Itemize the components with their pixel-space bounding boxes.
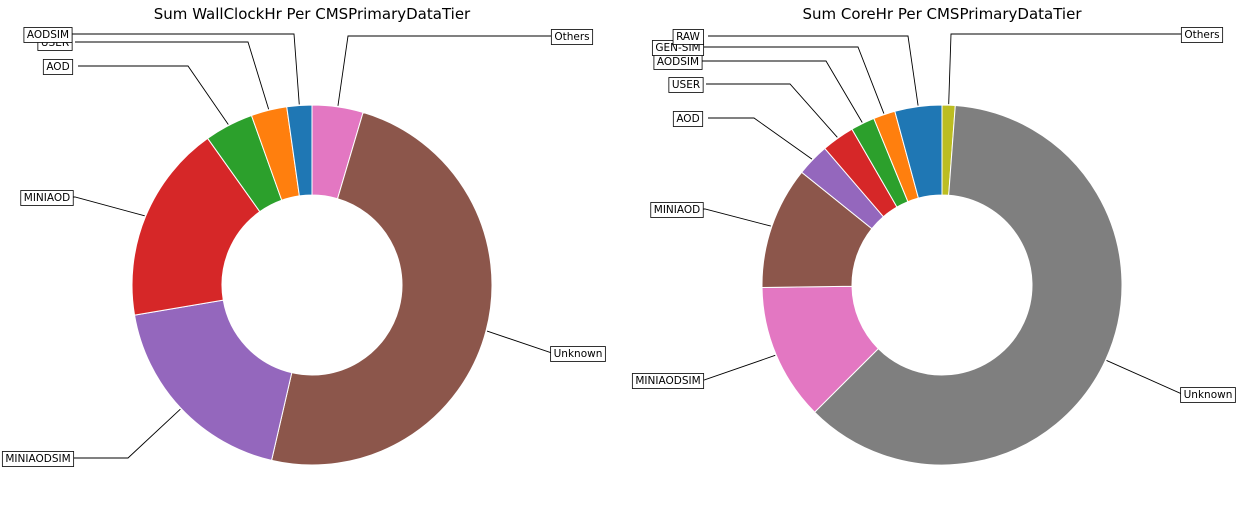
slice-label-text: AOD (676, 113, 699, 125)
slice-label-box (20, 190, 74, 206)
leader-line-aodsim (698, 60, 863, 123)
slice-label-text: Others (554, 31, 589, 43)
slice-label-box (550, 29, 594, 45)
slice-label-box (668, 77, 704, 93)
slice-unknown (270, 111, 493, 466)
slice-label-raw: RAW (672, 29, 704, 45)
leader-line-unknown (1106, 360, 1188, 395)
slice-label-miniaod: MINIAOD (20, 190, 74, 206)
slice-label-box (1, 451, 75, 467)
corehr-donut-chart: Sum CoreHr Per CMSPrimaryDataTier Others… (631, 5, 1236, 466)
leader-line-miniaodsim (58, 408, 181, 459)
chart-title: Sum CoreHr Per CMSPrimaryDataTier (803, 5, 1083, 23)
slice-label-text: Unknown (554, 348, 603, 360)
slice-label-user: USER (668, 77, 704, 93)
slice-label-text: MINIAODSIM (635, 375, 700, 387)
slice-label-unknown: Unknown (550, 346, 606, 362)
slice-label-miniaodsim: MINIAODSIM (631, 373, 705, 389)
slice-raw (894, 104, 943, 199)
slice-label-box (23, 27, 73, 43)
slice-label-box (1180, 387, 1236, 403)
slice-label-text: AODSIM (27, 29, 69, 41)
leader-line-aod (708, 117, 813, 160)
leader-line-user (75, 41, 270, 110)
slice-label-text: Unknown (1184, 389, 1233, 401)
slice-label-text: MINIAODSIM (5, 453, 70, 465)
slice-label-miniaod: MINIAOD (650, 202, 704, 218)
slice-label-box (672, 29, 704, 45)
slice-label-text: AOD (46, 61, 69, 73)
slice-label-text: RAW (676, 31, 700, 43)
leader-line-others (337, 35, 552, 106)
slice-label-unknown: Unknown (1180, 387, 1236, 403)
slice-label-box (672, 111, 704, 127)
slice-label-aod: AOD (42, 59, 74, 75)
chart-title: Sum WallClockHr Per CMSPrimaryDataTier (154, 5, 471, 23)
leader-line-raw (708, 35, 919, 106)
slice-unknown (813, 104, 1123, 466)
slice-label-others: Others (1180, 27, 1224, 43)
slice-label-box (631, 373, 705, 389)
slice-label-text: MINIAOD (654, 204, 700, 216)
slice-label-text: MINIAOD (24, 192, 70, 204)
slice-label-aodsim: AODSIM (653, 54, 703, 70)
slice-label-box (550, 346, 606, 362)
slice-label-text: Others (1184, 29, 1219, 41)
leader-line-miniaod (697, 208, 771, 227)
slice-label-aod: AOD (672, 111, 704, 127)
slice-label-others: Others (550, 29, 594, 45)
slice-label-text: USER (672, 79, 700, 91)
slice-label-aodsim: AODSIM (23, 27, 73, 43)
slice-label-box (650, 202, 704, 218)
leader-line-miniaod (67, 196, 145, 217)
slice-aodsim (286, 104, 313, 197)
slice-label-text: GEN-SIM (655, 42, 700, 54)
slice-label-miniaodsim: MINIAODSIM (1, 451, 75, 467)
leader-line-aodsim (68, 33, 300, 105)
slice-miniaod (131, 137, 261, 316)
slice-label-text: AODSIM (657, 56, 699, 68)
wallclock-donut-chart: Sum WallClockHr Per CMSPrimaryDataTier O… (1, 5, 606, 467)
leader-line-unknown (486, 330, 558, 354)
leader-line-user (706, 83, 838, 138)
leader-line-others (948, 33, 1182, 105)
slice-label-box (42, 59, 74, 75)
slice-label-box (1180, 27, 1224, 43)
leader-line-gen-sim (698, 46, 885, 114)
slice-miniaodsim (133, 299, 293, 461)
leader-line-aod (78, 65, 229, 125)
